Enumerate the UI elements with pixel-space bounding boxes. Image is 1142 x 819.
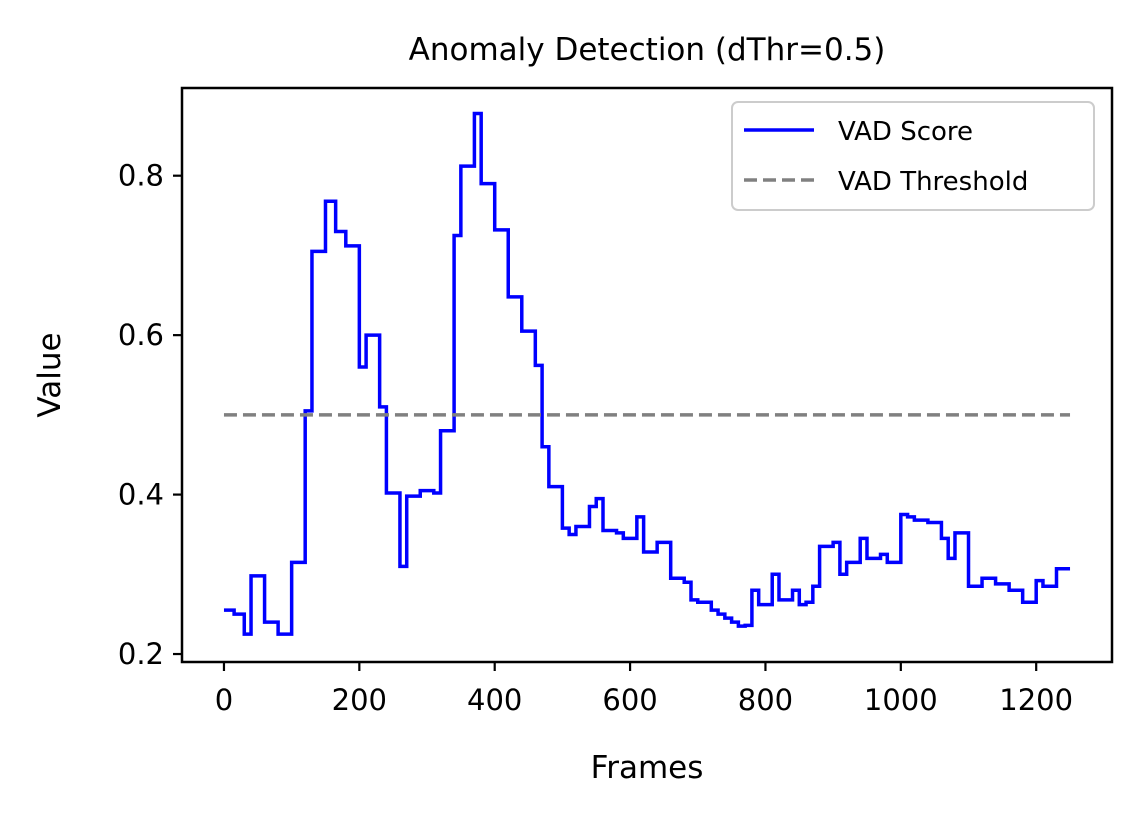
x-tick-label: 1000 <box>864 683 938 717</box>
chart-title: Anomaly Detection (dThr=0.5) <box>409 32 886 68</box>
series-layer <box>223 111 1071 636</box>
x-tick-label: 600 <box>602 683 657 717</box>
y-axis-ticks: 0.2 0.4 0.6 0.8 <box>118 159 182 671</box>
legend-box <box>731 101 1095 211</box>
axes-frame <box>180 86 1114 664</box>
y-tick-label: 0.4 <box>118 478 164 512</box>
x-tick-label: 1200 <box>999 683 1073 717</box>
y-tick-label: 0.2 <box>118 637 164 671</box>
legend-label-vad-score: VAD Score <box>838 117 973 147</box>
series-line-vad-score <box>223 111 1071 636</box>
legend-label-vad-threshold: VAD Threshold <box>838 167 1028 197</box>
x-tick-label: 400 <box>467 683 522 717</box>
y-tick-label: 0.8 <box>118 159 164 193</box>
x-axis-ticks: 0 200 400 600 800 1000 1200 <box>215 662 1073 717</box>
legend: VAD Score VAD Threshold <box>731 101 1095 211</box>
x-tick-label: 200 <box>332 683 387 717</box>
y-axis-label: Value <box>32 332 68 417</box>
y-tick-label: 0.6 <box>118 318 164 352</box>
x-tick-label: 0 <box>215 683 233 717</box>
x-axis-label: Frames <box>591 750 704 786</box>
x-tick-label: 800 <box>738 683 793 717</box>
